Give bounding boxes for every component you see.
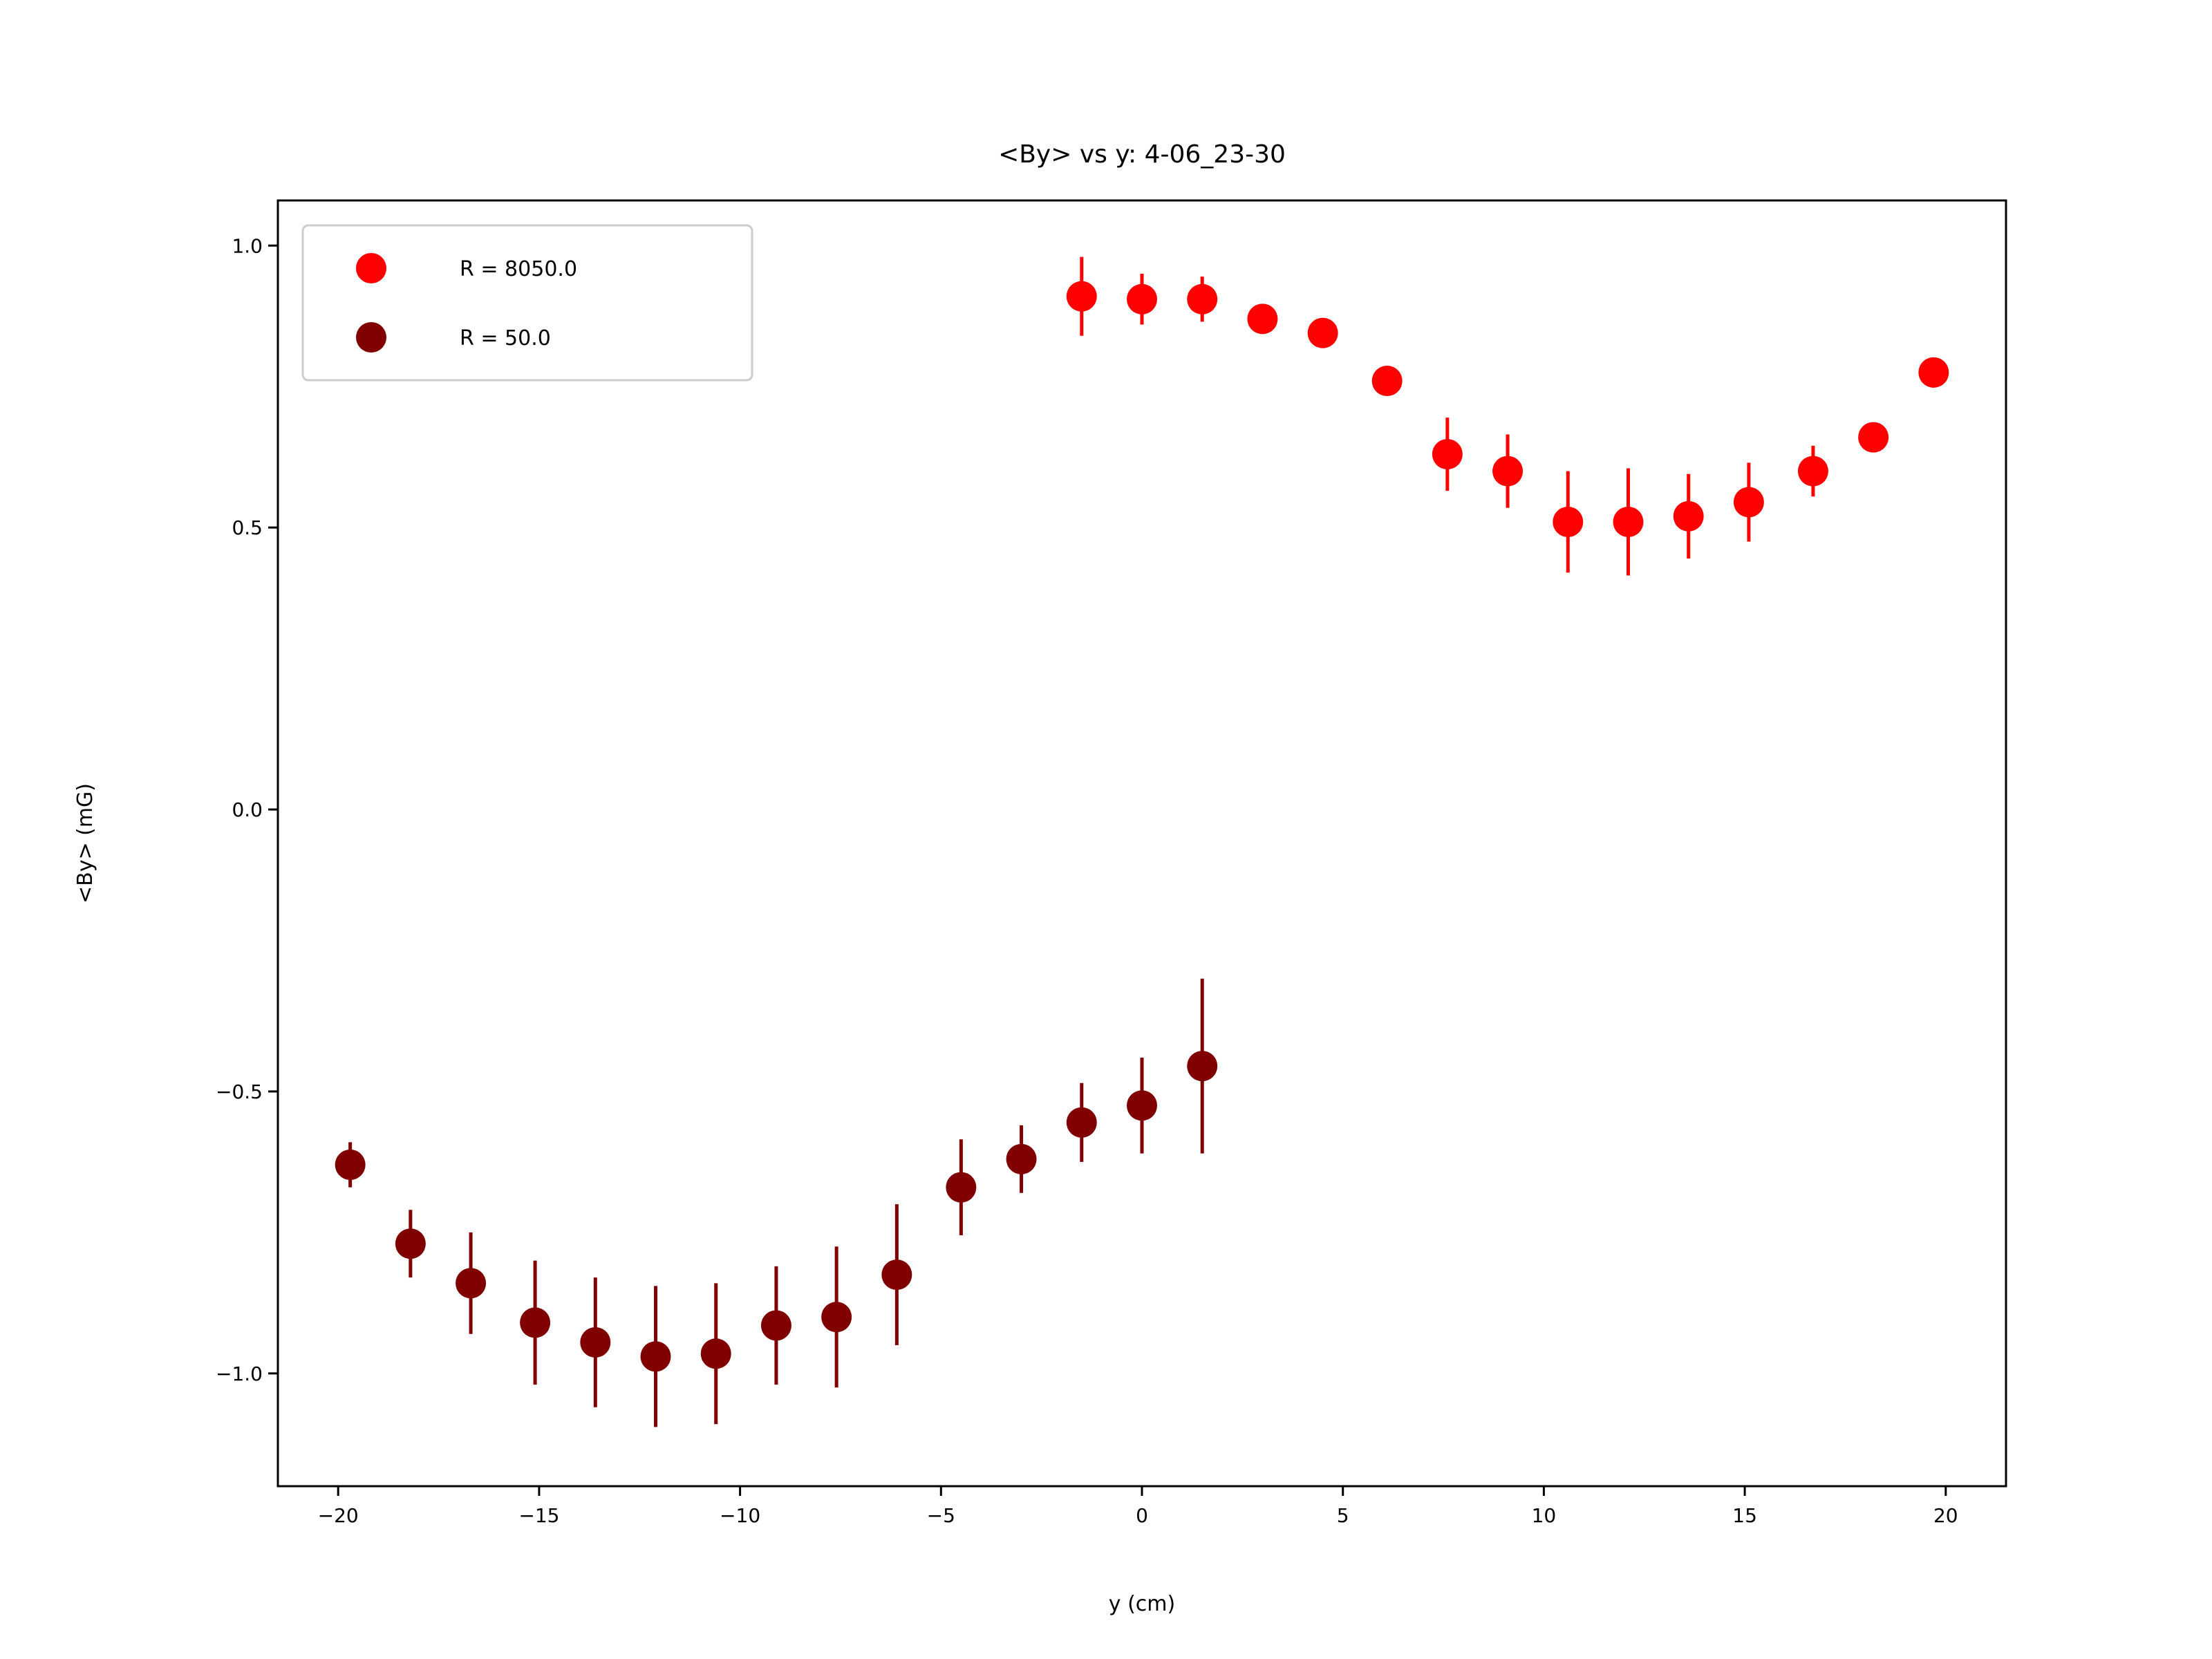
x-tick-label: 10 (1532, 1504, 1557, 1527)
x-axis-label: y (cm) (1109, 1592, 1175, 1616)
x-tick-label: 0 (1136, 1504, 1148, 1527)
data-point (760, 1310, 791, 1341)
plot-marks (335, 256, 1949, 1427)
data-point (881, 1259, 912, 1291)
x-tick-label: 20 (1933, 1504, 1958, 1527)
legend: R = 8050.0 R = 50.0 (301, 224, 753, 382)
data-point (1673, 500, 1704, 532)
data-point (1858, 422, 1889, 453)
data-point (1066, 1107, 1097, 1138)
data-point (700, 1338, 731, 1369)
x-tick-label: −5 (927, 1504, 955, 1527)
data-point (395, 1228, 426, 1259)
series-1 (1066, 256, 1949, 576)
data-point (1918, 357, 1949, 388)
x-tick-label: −20 (318, 1504, 359, 1527)
legend-label: R = 8050.0 (460, 257, 577, 281)
x-axis-ticks: −20 −15 −10 −5 0 5 10 15 20 (318, 1486, 1958, 1527)
data-point (1492, 456, 1524, 487)
x-tick-label: −15 (518, 1504, 559, 1527)
y-axis-ticks: 1.0 0.5 0.0 −0.5 −1.0 (216, 234, 278, 1385)
data-point (946, 1172, 977, 1203)
data-point (1432, 439, 1463, 470)
data-point (335, 1150, 366, 1180)
legend-marker (356, 253, 386, 283)
y-tick-label: 1.0 (232, 234, 263, 257)
y-tick-label: 0.0 (232, 798, 263, 821)
data-point (1247, 303, 1278, 335)
x-tick-label: 15 (1732, 1504, 1757, 1527)
data-point (580, 1327, 611, 1358)
data-point (1187, 1051, 1218, 1082)
legend-box (301, 224, 753, 382)
data-point (1797, 456, 1828, 487)
data-point (1006, 1143, 1037, 1174)
data-point (1187, 283, 1218, 315)
series-2 (335, 978, 1218, 1427)
legend-label: R = 50.0 (460, 326, 551, 350)
data-point (1127, 283, 1157, 315)
data-point (1307, 317, 1338, 348)
y-tick-label: 0.5 (232, 516, 263, 539)
data-point (640, 1341, 671, 1372)
y-tick-label: −1.0 (216, 1362, 263, 1385)
chart-title: <By> vs y: 4-06_23-30 (998, 140, 1286, 169)
legend-marker (356, 322, 386, 353)
data-point (1127, 1090, 1157, 1121)
data-point (456, 1268, 487, 1299)
y-tick-label: −0.5 (216, 1080, 263, 1103)
data-point (1066, 281, 1097, 312)
data-point (520, 1307, 551, 1338)
data-point (1553, 507, 1584, 537)
data-point (821, 1302, 852, 1333)
data-point (1733, 487, 1764, 518)
y-axis-label: <By> (mG) (73, 783, 97, 903)
x-tick-label: −10 (720, 1504, 760, 1527)
data-point (1371, 366, 1403, 397)
data-point (1613, 507, 1644, 537)
x-tick-label: 5 (1337, 1504, 1349, 1527)
